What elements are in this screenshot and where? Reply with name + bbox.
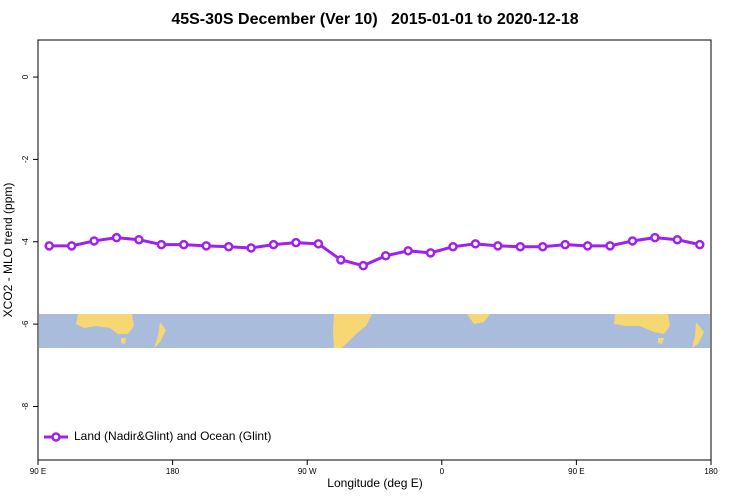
y-axis-label: XCO2 - MLO trend (ppm) bbox=[1, 183, 15, 318]
data-point bbox=[425, 248, 436, 258]
land bbox=[154, 322, 166, 348]
y-tick-label: -4 bbox=[21, 238, 30, 246]
x-tick-label: 180 bbox=[704, 467, 718, 476]
legend-label: Land (Nadir&Glint) and Ocean (Glint) bbox=[74, 429, 271, 443]
map-band bbox=[39, 314, 710, 348]
y-tick-label: -2 bbox=[21, 155, 30, 163]
data-point bbox=[201, 241, 211, 251]
data-point bbox=[380, 251, 391, 261]
land bbox=[614, 314, 670, 334]
data-point bbox=[493, 241, 503, 251]
data-point bbox=[111, 232, 122, 243]
plot-frame bbox=[37, 39, 712, 461]
data-point bbox=[695, 239, 705, 250]
land bbox=[333, 314, 372, 348]
data-point bbox=[66, 241, 77, 251]
data-point bbox=[358, 260, 369, 271]
chart-title: 45S-30S December (Ver 10) 2015-01-01 to … bbox=[171, 11, 578, 28]
data-point bbox=[156, 239, 167, 250]
data-point bbox=[179, 239, 189, 250]
x-tick-label: 180 bbox=[166, 467, 180, 476]
data-point bbox=[89, 236, 99, 246]
x-axis-label: Longitude (deg E) bbox=[327, 476, 422, 490]
series-line bbox=[49, 236, 701, 268]
data-point bbox=[448, 241, 458, 252]
land bbox=[692, 322, 704, 348]
data-point bbox=[246, 243, 256, 253]
legend-marker bbox=[51, 432, 61, 442]
data-point bbox=[538, 241, 548, 252]
y-tick-label: -8 bbox=[21, 402, 30, 410]
data-point bbox=[403, 246, 413, 256]
data-point bbox=[627, 236, 638, 246]
data-point bbox=[515, 241, 526, 252]
data-point bbox=[268, 239, 279, 250]
land bbox=[121, 338, 126, 344]
ocean bbox=[39, 314, 710, 348]
data-point bbox=[134, 234, 144, 245]
x-tick-label: 90 W bbox=[298, 467, 317, 476]
x-tick-label: 90 E bbox=[568, 467, 584, 476]
x-tick-label: 90 E bbox=[30, 467, 46, 476]
data-point bbox=[336, 255, 346, 265]
data-point bbox=[650, 232, 660, 243]
x-tick-label: 0 bbox=[440, 467, 445, 476]
data-point bbox=[291, 237, 301, 248]
data-point bbox=[605, 241, 615, 251]
data-point bbox=[672, 234, 683, 245]
data-point bbox=[313, 239, 324, 249]
data-point bbox=[44, 241, 54, 251]
data-point bbox=[560, 239, 570, 250]
land bbox=[658, 338, 664, 344]
y-tick-label: -6 bbox=[21, 320, 30, 328]
y-tick-label: 0 bbox=[21, 74, 30, 79]
land bbox=[467, 314, 490, 324]
land bbox=[76, 314, 134, 334]
data-point bbox=[470, 239, 481, 249]
data-point bbox=[223, 241, 234, 252]
data-point bbox=[582, 241, 593, 251]
